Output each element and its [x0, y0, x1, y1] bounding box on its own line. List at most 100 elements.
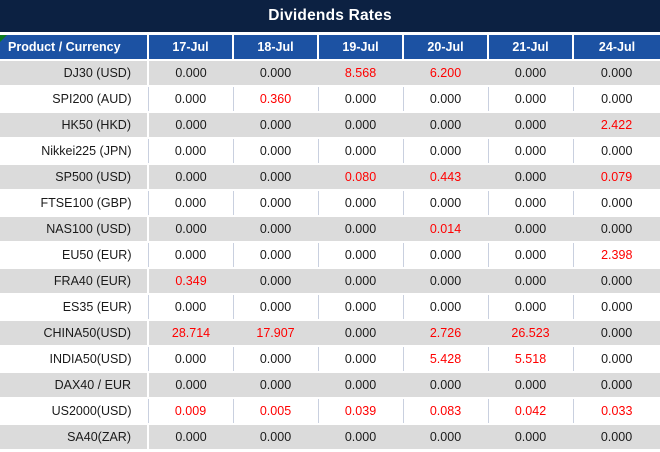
dividend-rate-cell[interactable]: 0.000 [318, 319, 403, 347]
dividend-rate-cell[interactable]: 5.428 [403, 346, 489, 372]
dividend-rate-cell[interactable]: 2.398 [573, 242, 660, 268]
dividend-rate-cell[interactable]: 0.000 [318, 371, 403, 399]
dividend-rate-cell[interactable]: 0.000 [318, 294, 404, 320]
dividend-rate-cell[interactable]: 0.000 [233, 242, 319, 268]
dividend-rate-cell[interactable]: 0.000 [403, 371, 488, 399]
dividend-rate-cell[interactable]: 0.033 [573, 398, 660, 424]
product-cell[interactable]: FTSE100 (GBP) [0, 190, 149, 216]
date-column-header-18-Jul[interactable]: 18-Jul [233, 35, 319, 61]
dividend-rate-cell[interactable]: 0.000 [148, 371, 233, 399]
dividend-rate-cell[interactable]: 28.714 [148, 319, 233, 347]
dividend-rate-cell[interactable]: 0.000 [148, 111, 233, 139]
dividend-rate-cell[interactable]: 6.200 [403, 59, 488, 87]
dividend-rate-cell[interactable]: 0.360 [233, 86, 319, 112]
dividend-rate-cell[interactable]: 0.000 [403, 86, 489, 112]
dividend-rate-cell[interactable]: 0.000 [573, 371, 660, 399]
date-column-header-17-Jul[interactable]: 17-Jul [148, 35, 234, 61]
dividend-rate-cell[interactable]: 0.000 [573, 294, 660, 320]
dividend-rate-cell[interactable]: 0.080 [318, 163, 403, 191]
dividend-rate-cell[interactable]: 17.907 [233, 319, 318, 347]
dividend-rate-cell[interactable]: 0.443 [403, 163, 488, 191]
product-cell[interactable]: SP500 (USD) [0, 163, 149, 191]
dividend-rate-cell[interactable]: 0.000 [148, 190, 234, 216]
dividend-rate-cell[interactable]: 0.000 [318, 138, 404, 164]
dividend-rate-cell[interactable]: 8.568 [318, 59, 403, 87]
dividend-rate-cell[interactable]: 0.000 [488, 111, 573, 139]
dividend-rate-cell[interactable]: 0.000 [318, 423, 403, 451]
dividend-rate-cell[interactable]: 0.000 [318, 267, 403, 295]
dividend-rate-cell[interactable]: 2.726 [403, 319, 488, 347]
dividend-rate-cell[interactable]: 0.000 [148, 346, 234, 372]
dividend-rate-cell[interactable]: 0.000 [573, 267, 660, 295]
dividend-rate-cell[interactable]: 0.000 [573, 346, 660, 372]
dividend-rate-cell[interactable]: 0.014 [403, 215, 488, 243]
dividend-rate-cell[interactable]: 0.000 [403, 267, 488, 295]
dividend-rate-cell[interactable]: 0.000 [573, 319, 660, 347]
dividend-rate-cell[interactable]: 0.000 [573, 86, 660, 112]
dividend-rate-cell[interactable]: 0.000 [573, 59, 660, 87]
dividend-rate-cell[interactable]: 0.000 [488, 163, 573, 191]
dividend-rate-cell[interactable]: 0.000 [318, 190, 404, 216]
dividend-rate-cell[interactable]: 0.000 [318, 215, 403, 243]
date-column-header-19-Jul[interactable]: 19-Jul [318, 35, 404, 61]
dividend-rate-cell[interactable]: 0.000 [148, 423, 233, 451]
dividend-rate-cell[interactable]: 2.422 [573, 111, 660, 139]
dividend-rate-cell[interactable]: 0.000 [573, 190, 660, 216]
dividend-rate-cell[interactable]: 0.000 [233, 111, 318, 139]
product-cell[interactable]: Nikkei225 (JPN) [0, 138, 149, 164]
date-column-header-20-Jul[interactable]: 20-Jul [403, 35, 489, 61]
dividend-rate-cell[interactable]: 0.000 [403, 294, 489, 320]
dividend-rate-cell[interactable]: 0.000 [488, 242, 574, 268]
dividend-rate-cell[interactable]: 0.000 [488, 267, 573, 295]
dividend-rate-cell[interactable]: 0.000 [148, 59, 233, 87]
product-cell[interactable]: SA40(ZAR) [0, 423, 149, 451]
product-cell[interactable]: HK50 (HKD) [0, 111, 149, 139]
dividend-rate-cell[interactable]: 0.079 [573, 163, 660, 191]
dividend-rate-cell[interactable]: 0.000 [148, 163, 233, 191]
product-cell[interactable]: CHINA50(USD) [0, 319, 149, 347]
dividend-rate-cell[interactable]: 0.000 [573, 215, 660, 243]
date-column-header-24-Jul[interactable]: 24-Jul [573, 35, 660, 61]
dividend-rate-cell[interactable]: 0.000 [233, 267, 318, 295]
dividend-rate-cell[interactable]: 0.000 [318, 242, 404, 268]
dividend-rate-cell[interactable]: 0.000 [488, 294, 574, 320]
dividend-rate-cell[interactable]: 26.523 [488, 319, 573, 347]
dividend-rate-cell[interactable]: 0.000 [233, 138, 319, 164]
product-cell[interactable]: DAX40 / EUR [0, 371, 149, 399]
date-column-header-21-Jul[interactable]: 21-Jul [488, 35, 574, 61]
dividend-rate-cell[interactable]: 0.000 [488, 215, 573, 243]
dividend-rate-cell[interactable]: 0.000 [318, 346, 404, 372]
product-currency-header[interactable]: Product / Currency [0, 35, 149, 61]
dividend-rate-cell[interactable]: 0.000 [488, 86, 574, 112]
dividend-rate-cell[interactable]: 0.000 [233, 371, 318, 399]
product-cell[interactable]: US2000(USD) [0, 398, 149, 424]
dividend-rate-cell[interactable]: 0.000 [573, 423, 660, 451]
dividend-rate-cell[interactable]: 0.000 [488, 138, 574, 164]
dividend-rate-cell[interactable]: 0.000 [403, 242, 489, 268]
dividend-rate-cell[interactable]: 0.000 [403, 111, 488, 139]
dividend-rate-cell[interactable]: 0.083 [403, 398, 489, 424]
dividend-rate-cell[interactable]: 0.000 [233, 423, 318, 451]
dividend-rate-cell[interactable]: 0.000 [403, 138, 489, 164]
dividend-rate-cell[interactable]: 0.000 [318, 111, 403, 139]
dividend-rate-cell[interactable]: 0.039 [318, 398, 404, 424]
dividend-rate-cell[interactable]: 0.000 [233, 59, 318, 87]
dividend-rate-cell[interactable]: 0.000 [403, 190, 489, 216]
dividend-rate-cell[interactable]: 0.000 [403, 423, 488, 451]
dividend-rate-cell[interactable]: 0.000 [488, 371, 573, 399]
dividend-rate-cell[interactable]: 0.000 [318, 86, 404, 112]
dividend-rate-cell[interactable]: 0.000 [148, 294, 234, 320]
dividend-rate-cell[interactable]: 0.000 [148, 242, 234, 268]
product-cell[interactable]: ES35 (EUR) [0, 294, 149, 320]
dividend-rate-cell[interactable]: 0.000 [573, 138, 660, 164]
dividend-rate-cell[interactable]: 0.000 [148, 86, 234, 112]
dividend-rate-cell[interactable]: 0.042 [488, 398, 574, 424]
product-cell[interactable]: NAS100 (USD) [0, 215, 149, 243]
dividend-rate-cell[interactable]: 0.009 [148, 398, 234, 424]
dividend-rate-cell[interactable]: 0.000 [233, 294, 319, 320]
dividend-rate-cell[interactable]: 0.000 [488, 59, 573, 87]
product-cell[interactable]: SPI200 (AUD) [0, 86, 149, 112]
dividend-rate-cell[interactable]: 0.000 [233, 190, 319, 216]
dividend-rate-cell[interactable]: 0.000 [488, 190, 574, 216]
product-cell[interactable]: INDIA50(USD) [0, 346, 149, 372]
